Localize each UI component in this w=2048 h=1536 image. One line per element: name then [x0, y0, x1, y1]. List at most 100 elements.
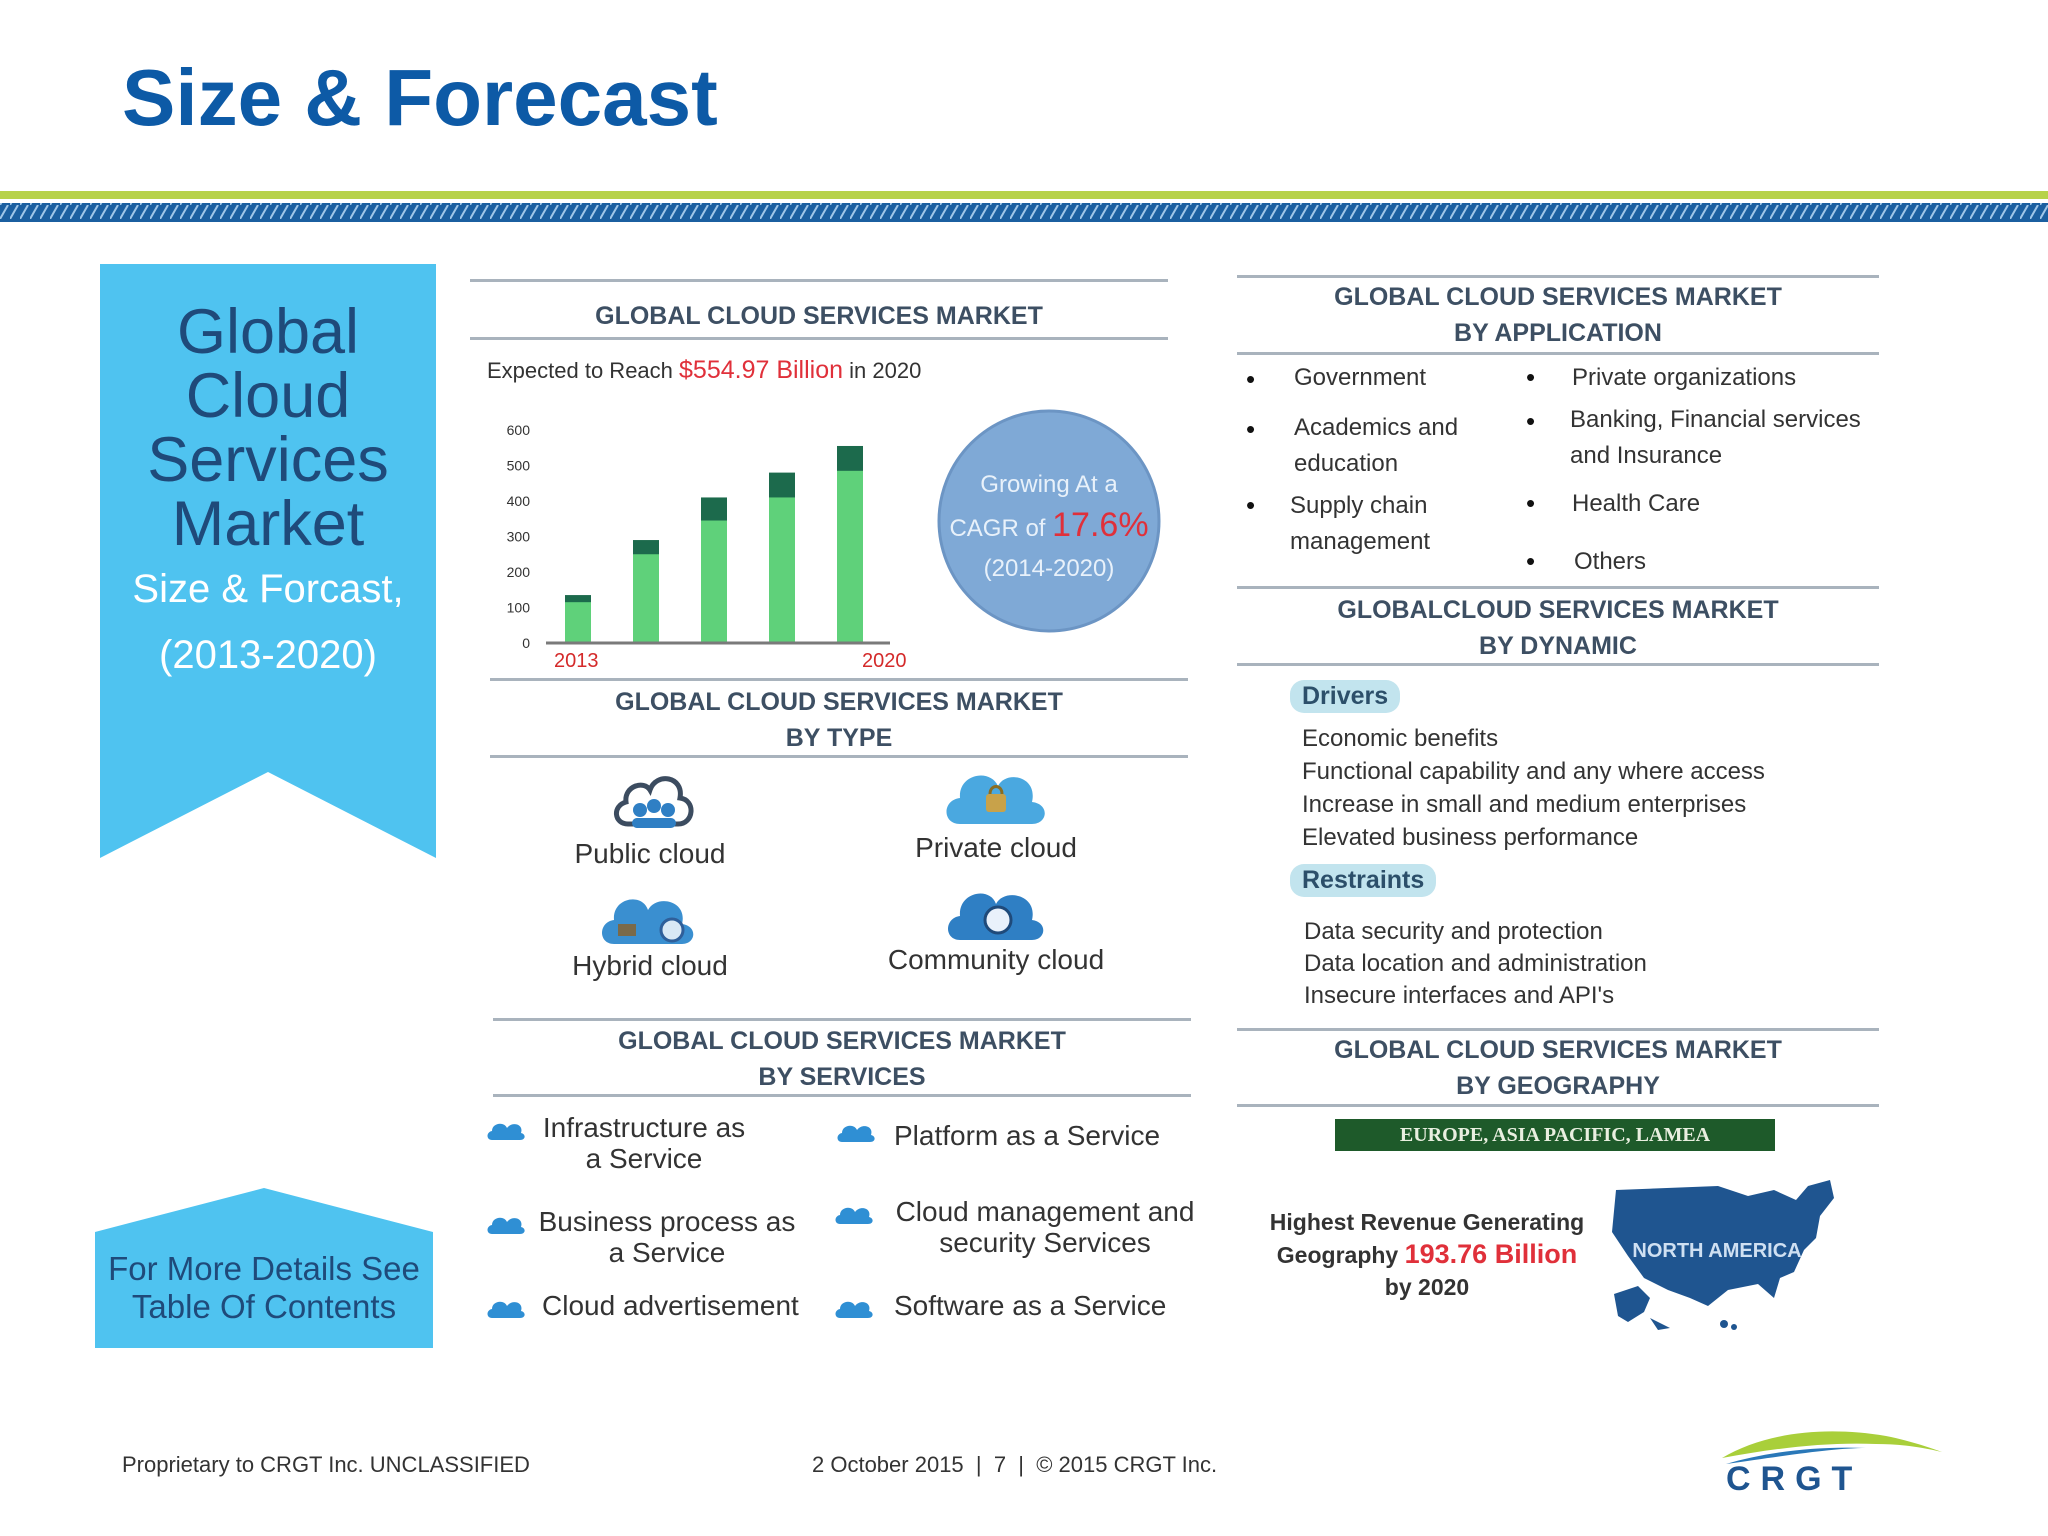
type-public-cloud: Public cloud — [574, 838, 726, 869]
restraint-item: Data security and protection — [1304, 918, 1603, 945]
x-tick-label: 2020 — [862, 650, 907, 672]
y-tick-label: 200 — [507, 564, 531, 580]
cloud-bullet-icon — [487, 1217, 525, 1234]
ribbon-text: Global Cloud Services Market Size & Forc… — [100, 300, 436, 688]
expectation-prefix: Expected to Reach — [487, 358, 680, 383]
application-others: Others — [1574, 548, 1647, 575]
y-tick-label: 400 — [507, 493, 531, 509]
ribbon-line: Global — [176, 297, 360, 367]
service-bpaas: Business process as a Service — [532, 1206, 802, 1268]
y-tick-label: 500 — [507, 458, 531, 474]
application-supply-line1: Supply chain — [1290, 492, 1428, 519]
by-services-title-line2: BY SERVICES — [758, 1063, 926, 1091]
cloud-bullet-icon — [835, 1207, 873, 1224]
cloud-bullet-icon — [835, 1301, 873, 1318]
divider — [470, 279, 1168, 282]
by-type-title-line1: GLOBAL CLOUD SERVICES MARKET — [615, 688, 1063, 716]
footer-left: Proprietary to CRGT Inc. UNCLASSIFIED — [122, 1452, 530, 1477]
cagr-period: (2014-2020) — [983, 555, 1115, 582]
by-services-title-line1: GLOBAL CLOUD SERVICES MARKET — [618, 1027, 1066, 1055]
divider — [493, 1094, 1191, 1097]
more-details-box[interactable] — [95, 1188, 433, 1348]
restraint-item: Insecure interfaces and API's — [1304, 982, 1615, 1009]
application-banking-line2: and Insurance — [1570, 442, 1723, 469]
application-academics-line2: education — [1294, 450, 1399, 477]
service-saas: Software as a Service — [894, 1290, 1167, 1321]
service-bpaas-line1: Business process as — [538, 1206, 796, 1237]
market-expectation: Expected to Reach $554.97 Billion in 202… — [487, 356, 921, 385]
hybrid-cloud-icon — [602, 899, 694, 944]
by-dynamic-title: GLOBALCLOUD SERVICES MARKET BY DYNAMIC — [1237, 592, 1879, 664]
divider — [1237, 586, 1879, 589]
divider — [1237, 275, 1879, 278]
page-title: Size & Forecast — [122, 53, 718, 142]
cagr-prefix: CAGR of — [949, 515, 1053, 542]
by-services-title: GLOBAL CLOUD SERVICES MARKET BY SERVICES — [493, 1023, 1191, 1095]
bullet: • — [1526, 406, 1536, 436]
bullet: • — [1526, 546, 1536, 576]
ribbon-subtitle: Size & Forcast, — [132, 567, 404, 611]
application-supply-chain: Supply chain management — [1290, 488, 1430, 560]
footer-center: 2 October 2015 | 7 | © 2015 CRGT Inc. — [812, 1452, 1218, 1477]
type-community-cloud: Community cloud — [887, 944, 1105, 975]
service-cms: Cloud management and security Services — [882, 1196, 1208, 1258]
divider — [1237, 352, 1879, 355]
divider — [490, 755, 1188, 758]
divider — [490, 678, 1188, 681]
application-health-care: Health Care — [1572, 490, 1701, 517]
highest-revenue-line3: by 2020 — [1384, 1274, 1470, 1300]
cloud-bullet-icon — [487, 1301, 525, 1318]
y-tick-label: 300 — [507, 529, 531, 545]
more-details-text[interactable]: For More Details See Table Of Contents — [95, 1250, 433, 1326]
driver-item: Economic benefits — [1302, 725, 1499, 752]
by-application-title-line1: GLOBAL CLOUD SERVICES MARKET — [1334, 283, 1782, 311]
private-cloud-icon — [946, 775, 1045, 824]
x-tick-label: 2013 — [554, 650, 599, 672]
y-tick-label: 0 — [522, 635, 530, 651]
service-paas: Platform as a Service — [894, 1120, 1161, 1151]
bullet: • — [1246, 414, 1256, 444]
title-ribbon — [100, 264, 436, 858]
restraints-badge: Restraints — [1290, 864, 1437, 897]
community-cloud-icon — [948, 893, 1044, 940]
type-private-cloud: Private cloud — [915, 832, 1077, 863]
service-cms-line1: Cloud management and — [895, 1196, 1195, 1227]
cagr-circle — [937, 409, 1161, 633]
highest-revenue-value: 193.76 Billion — [1404, 1239, 1578, 1269]
y-tick-label: 100 — [507, 600, 531, 616]
by-type-title: GLOBAL CLOUD SERVICES MARKET BY TYPE — [490, 684, 1188, 756]
divider — [470, 337, 1168, 340]
application-supply-line2: management — [1290, 528, 1431, 555]
expectation-suffix: in 2020 — [843, 358, 922, 383]
service-iaas: Infrastructure as a Service — [532, 1112, 756, 1174]
divider — [1237, 663, 1879, 666]
more-details-line: Table Of Contents — [131, 1288, 397, 1325]
by-dynamic-title-line1: GLOBALCLOUD SERVICES MARKET — [1337, 596, 1779, 624]
north-america-map — [1612, 1180, 1834, 1330]
bullet: • — [1246, 490, 1256, 520]
by-type-title-line2: BY TYPE — [785, 724, 893, 752]
map-label: NORTH AMERICA — [1632, 1240, 1802, 1262]
y-tick-label: 600 — [507, 422, 531, 438]
service-iaas-line1: Infrastructure as — [542, 1112, 746, 1143]
driver-item: Functional capability and any where acce… — [1302, 758, 1765, 785]
highest-revenue-line1: Highest Revenue Generating — [1269, 1209, 1585, 1235]
by-application-title-line2: BY APPLICATION — [1454, 319, 1662, 347]
cagr-value: 17.6% — [1052, 506, 1149, 544]
bar-segment — [837, 470, 863, 643]
market-title: GLOBAL CLOUD SERVICES MARKET — [595, 302, 1043, 330]
by-dynamic-title-line2: BY DYNAMIC — [1479, 632, 1637, 660]
by-geography-title-line1: GLOBAL CLOUD SERVICES MARKET — [1334, 1036, 1782, 1064]
ribbon-line: Services — [147, 425, 389, 495]
bullet: • — [1526, 362, 1536, 392]
public-cloud-icon — [614, 776, 694, 828]
header-stripe — [0, 191, 2048, 222]
drivers-list: Economic benefits Functional capability … — [1302, 722, 1765, 854]
expectation-value: $554.97 Billion — [679, 356, 844, 384]
regions-banner: EUROPE, ASIA PACIFIC, LAMEA — [1335, 1119, 1775, 1151]
driver-item: Increase in small and medium enterprises — [1302, 791, 1747, 818]
application-academics: Academics and education — [1294, 410, 1458, 482]
drivers-badge: Drivers — [1290, 680, 1401, 713]
by-geography-title-line2: BY GEOGRAPHY — [1456, 1072, 1660, 1100]
cloud-bullet-icon — [837, 1125, 875, 1142]
